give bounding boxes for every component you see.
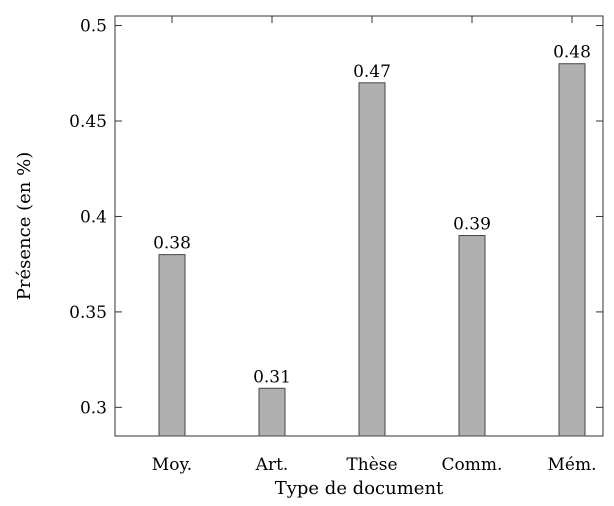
x-tick-label: Comm. bbox=[442, 455, 503, 475]
data-label: 0.48 bbox=[553, 43, 591, 63]
bar bbox=[458, 235, 486, 437]
data-label: 0.31 bbox=[253, 367, 291, 387]
data-label: 0.38 bbox=[153, 234, 191, 254]
x-tick-label: Mém. bbox=[548, 455, 597, 475]
x-tick-label: Art. bbox=[255, 455, 289, 475]
y-tick-label: 0.5 bbox=[80, 17, 107, 37]
data-label: 0.47 bbox=[353, 62, 391, 82]
data-labels-group: 0.38 0.31 0.47 0.39 0.48 bbox=[153, 43, 591, 388]
x-tick-label: Thèse bbox=[346, 455, 397, 475]
y-tick-label: 0.45 bbox=[69, 112, 107, 132]
y-tick-label: 0.4 bbox=[80, 207, 107, 227]
bar bbox=[258, 387, 286, 437]
bar bbox=[358, 82, 386, 437]
bar bbox=[558, 63, 586, 437]
y-axis: 0.3 0.35 0.4 0.45 0.5 bbox=[69, 17, 603, 418]
data-label: 0.39 bbox=[453, 215, 491, 235]
x-axis-label: Type de document bbox=[275, 478, 444, 499]
y-tick-label: 0.35 bbox=[69, 303, 107, 323]
bar bbox=[158, 254, 186, 437]
bars-group bbox=[158, 63, 586, 437]
x-tick-label: Moy. bbox=[152, 455, 192, 475]
y-axis-label: Présence (en %) bbox=[14, 152, 35, 300]
y-tick-label: 0.3 bbox=[80, 398, 107, 418]
